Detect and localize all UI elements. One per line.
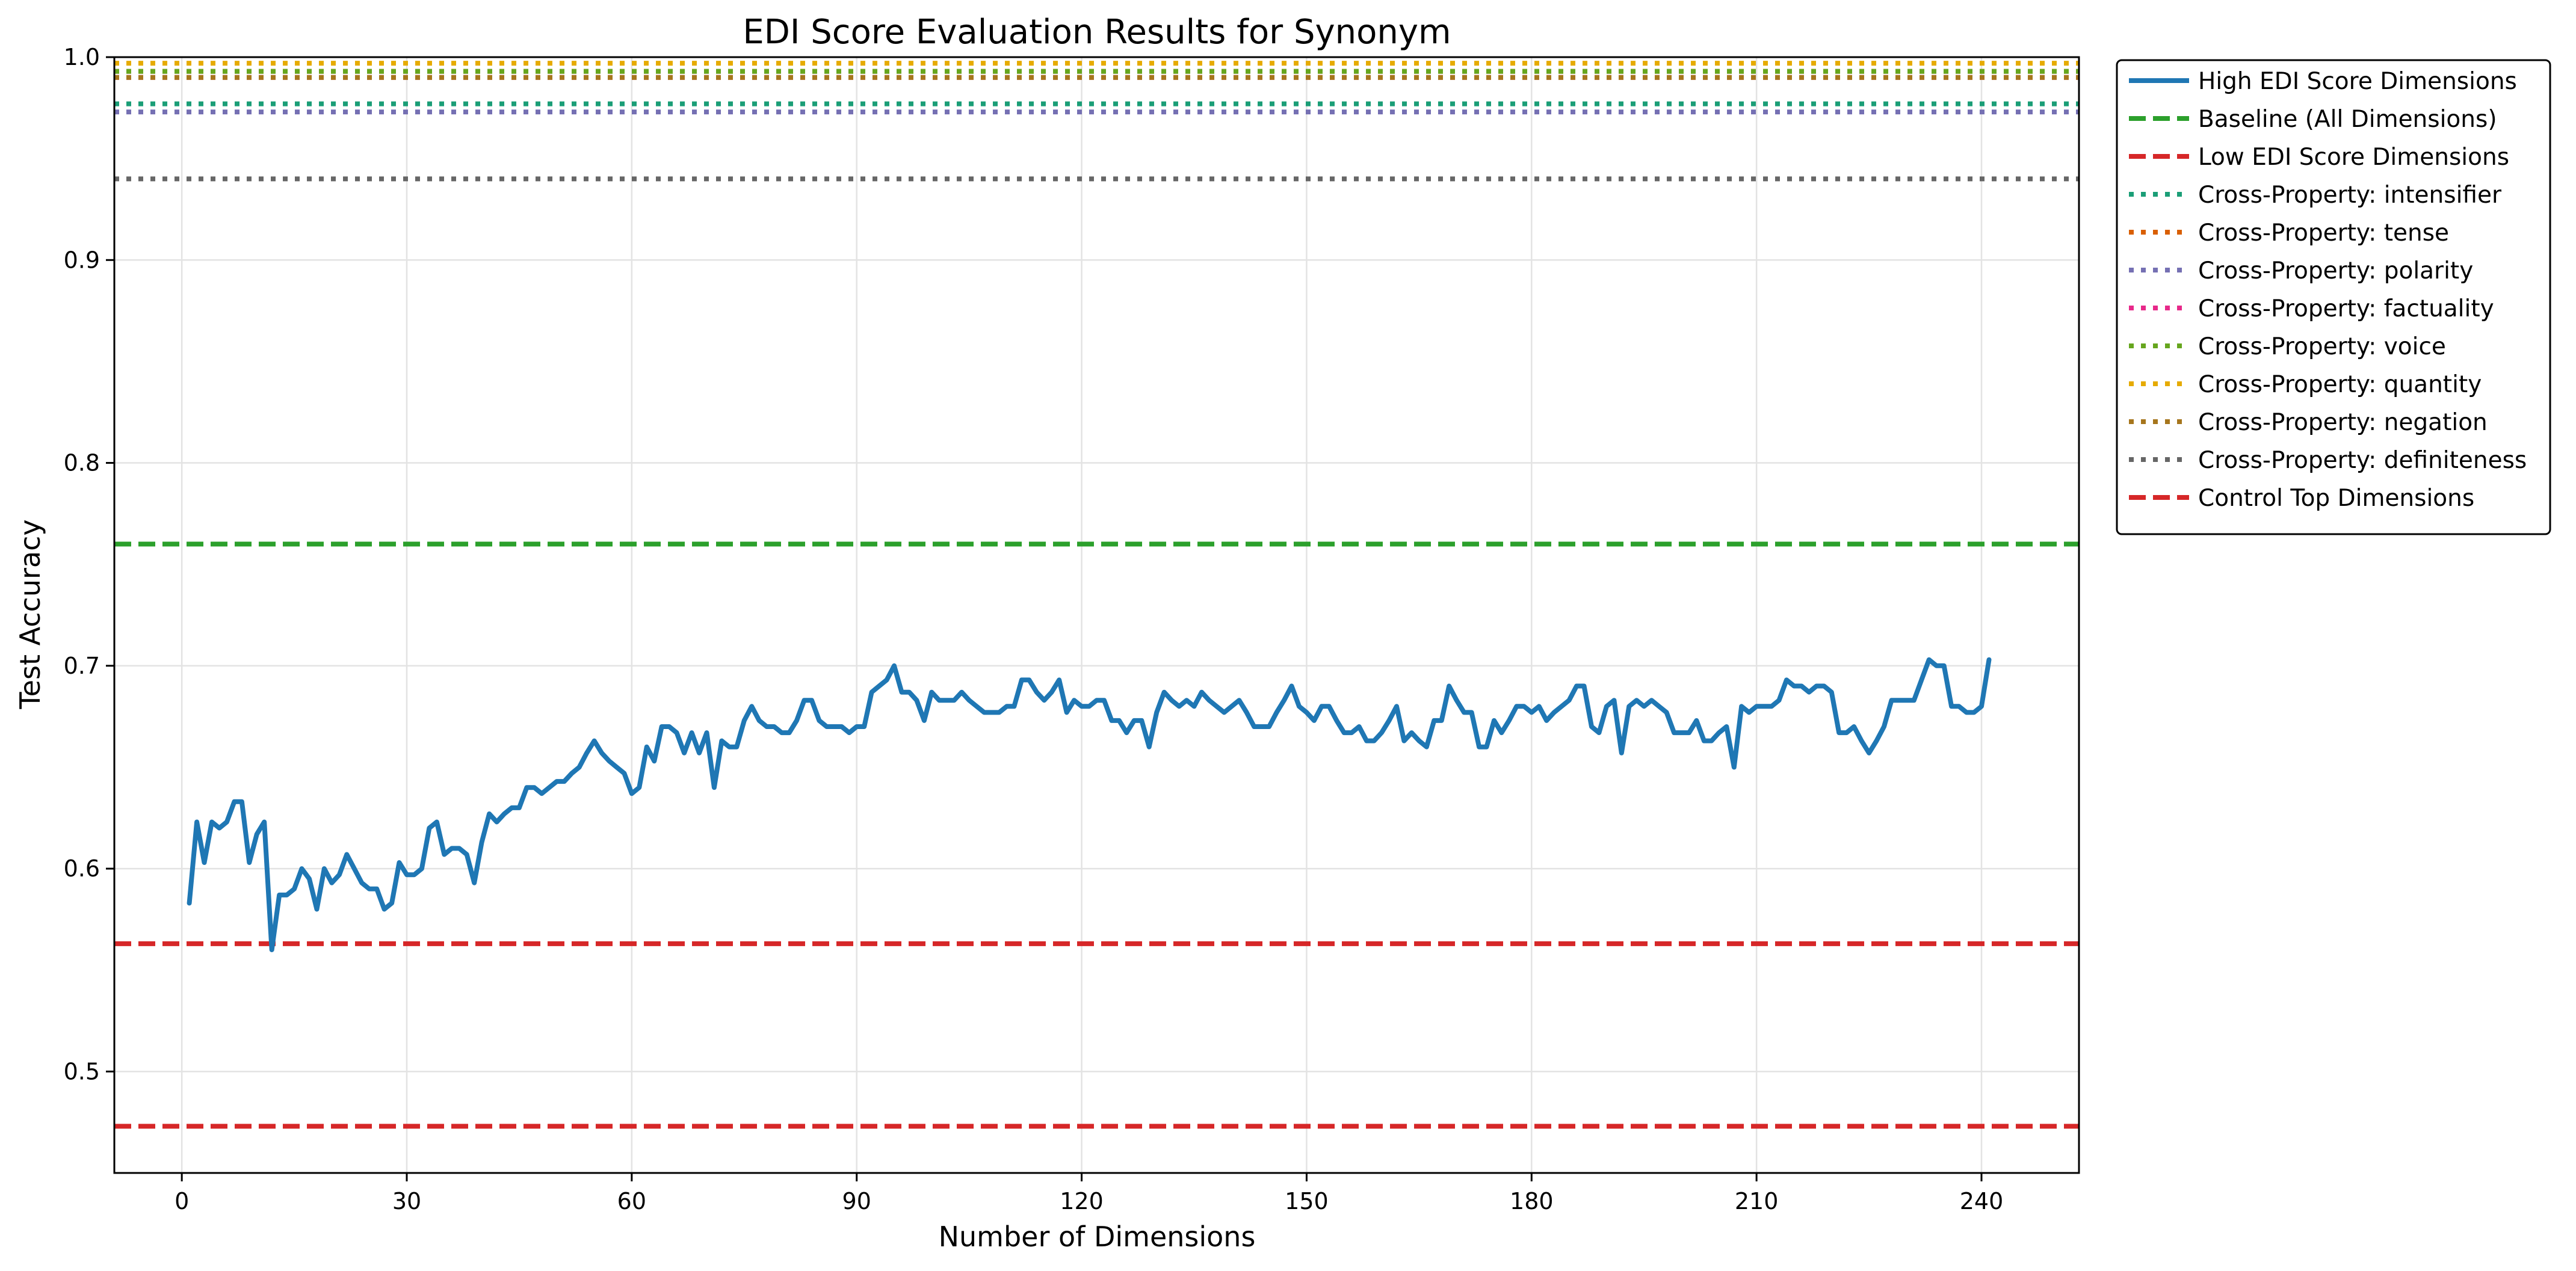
y-axis-label: Test Accuracy xyxy=(14,519,46,709)
y-tick-label: 0.6 xyxy=(64,855,100,882)
legend-label-cross-property-polarity: Cross-Property: polarity xyxy=(2198,257,2473,285)
legend-label-high-edi-score-dimensions: High EDI Score Dimensions xyxy=(2198,68,2517,95)
y-tick-label: 0.8 xyxy=(64,450,100,476)
legend-label-cross-property-quantity: Cross-Property: quantity xyxy=(2198,371,2482,398)
legend-label-low-edi-score-dimensions: Low EDI Score Dimensions xyxy=(2198,144,2509,171)
legend-label-cross-property-negation: Cross-Property: negation xyxy=(2198,409,2488,436)
y-tick-label: 0.9 xyxy=(64,247,100,273)
legend-label-cross-property-factuality: Cross-Property: factuality xyxy=(2198,295,2494,322)
legend-label-cross-property-definiteness: Cross-Property: definiteness xyxy=(2198,447,2527,474)
axis-ticks: 0 30 60 90 120 150 180 210 240 0.5 0.6 0.7 0.8 0.9 1.0 xyxy=(64,44,2004,1214)
y-tick-label: 0.7 xyxy=(64,653,100,679)
x-tick-label: 0 xyxy=(175,1188,189,1214)
legend-label-baseline-all-dimensions: Baseline (All Dimensions) xyxy=(2198,106,2497,133)
horizontal-reference-lines xyxy=(114,61,2079,1129)
legend-box xyxy=(2116,59,2551,535)
x-tick-label: 240 xyxy=(1960,1188,2004,1214)
x-axis-label: Number of Dimensions xyxy=(939,1220,1256,1253)
x-tick-label: 120 xyxy=(1060,1188,1104,1214)
x-tick-label: 60 xyxy=(617,1188,646,1214)
y-tick-label: 0.5 xyxy=(64,1058,100,1085)
legend-label-cross-property-tense: Cross-Property: tense xyxy=(2198,220,2449,247)
legend: High EDI Score Dimensions Baseline (All D… xyxy=(2116,59,2551,535)
series-line-high-edi-score-dimensions xyxy=(187,657,1992,952)
data-series xyxy=(187,657,1992,952)
plot-area-frame xyxy=(113,56,2080,1174)
grid xyxy=(114,56,2079,1173)
x-tick-label: 30 xyxy=(392,1188,421,1214)
legend-label-cross-property-intensifier: Cross-Property: intensifier xyxy=(2198,182,2502,209)
legend-label-control-top-dimensions: Control Top Dimensions xyxy=(2198,485,2474,512)
chart-title: EDI Score Evaluation Results for Synonym xyxy=(743,13,1451,52)
y-tick-label: 1.0 xyxy=(64,44,100,70)
x-tick-label: 210 xyxy=(1735,1188,1779,1214)
x-tick-label: 180 xyxy=(1510,1188,1554,1214)
x-tick-label: 90 xyxy=(842,1188,871,1214)
x-tick-label: 150 xyxy=(1285,1188,1329,1214)
legend-label-cross-property-voice: Cross-Property: voice xyxy=(2198,333,2446,360)
